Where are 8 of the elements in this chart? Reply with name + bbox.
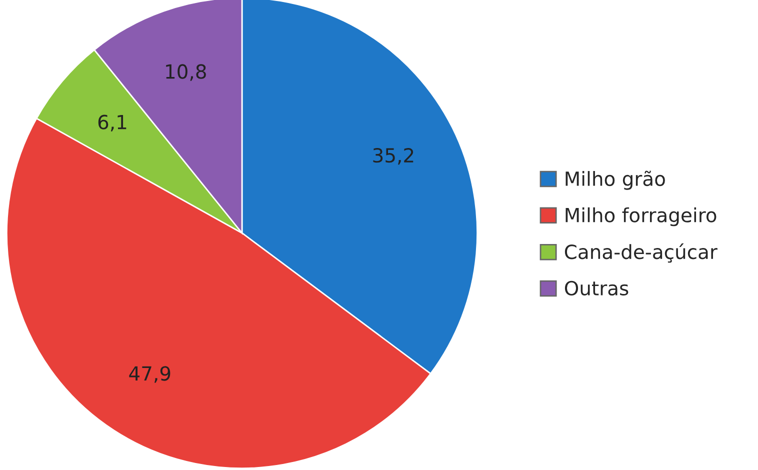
data-label: 35,2 — [373, 148, 414, 165]
legend-label: Milho forrageiro — [566, 207, 716, 226]
legend-label: Cana-de-açúcar — [564, 243, 718, 263]
data-label: 6,1 — [98, 114, 126, 132]
data-label: 10,8 — [166, 64, 206, 81]
data-label: 47,9 — [129, 366, 170, 383]
legend-label: Outras — [564, 280, 628, 296]
legend-label: Milho grão — [566, 170, 665, 190]
